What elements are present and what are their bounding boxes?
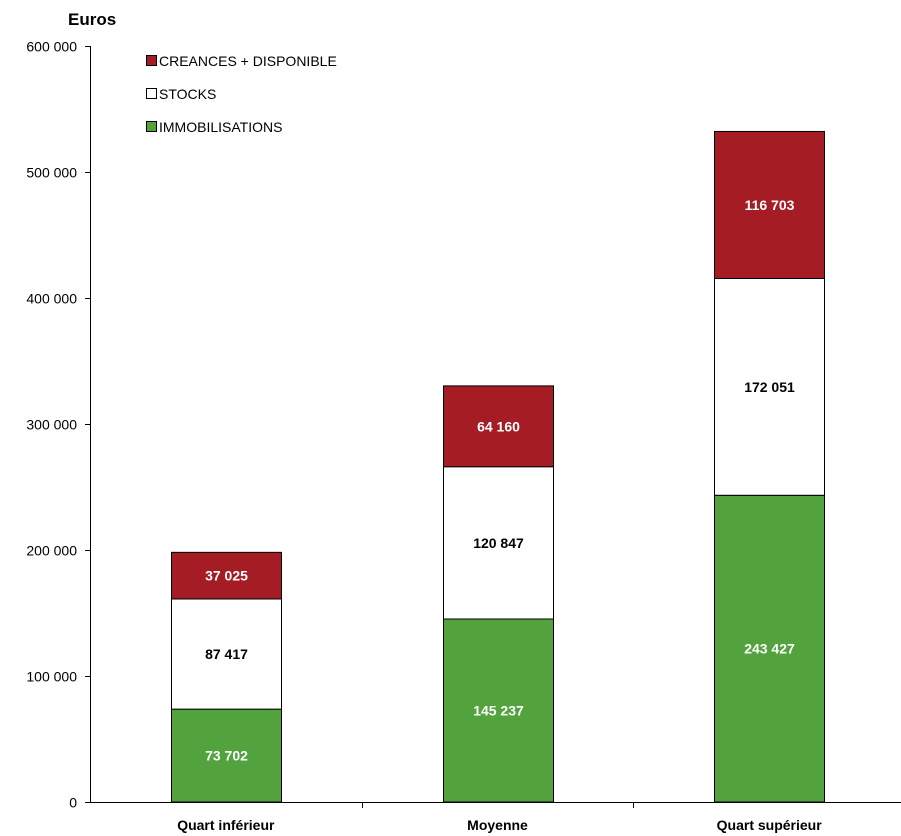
legend-label: STOCKS [159, 86, 216, 102]
bar-segment [714, 277, 825, 496]
data-label: 116 703 [745, 197, 795, 213]
x-tick-label: Moyenne [467, 817, 528, 833]
data-label: 172 051 [744, 379, 795, 395]
data-label: 120 847 [473, 535, 524, 551]
bar-segment [714, 130, 825, 279]
data-label: 73 702 [205, 748, 248, 764]
x-tick-label: Quart supérieur [717, 817, 823, 833]
bar-segment [171, 551, 282, 600]
bar-segment [443, 618, 554, 803]
bar-segment [443, 466, 554, 620]
data-label: 87 417 [205, 646, 248, 662]
legend-swatch [146, 55, 157, 66]
bar-segment [171, 598, 282, 710]
y-tick-label: 300 000 [26, 417, 77, 433]
y-tick-label: 0 [69, 795, 77, 811]
data-label: 64 160 [477, 418, 520, 434]
data-label: 145 237 [473, 703, 524, 719]
bar-segment [443, 385, 554, 468]
bar-segment [171, 708, 282, 803]
legend-label: IMMOBILISATIONS [159, 119, 282, 135]
bars: 73 702 87 417 37 025 145 237 120 847 64 160 24… [171, 130, 825, 803]
data-label: 243 427 [744, 641, 795, 657]
axes: Quart inférieur Moyenne Quart supérieur 0 10… [26, 39, 901, 833]
legend-swatch [146, 88, 157, 99]
x-tick-label: Quart inférieur [177, 817, 275, 833]
y-tick-label: 400 000 [26, 291, 77, 307]
y-tick-label: 500 000 [26, 165, 77, 181]
bar-segment [714, 494, 825, 803]
legend-label: CREANCES + DISPONIBLE [159, 53, 337, 69]
legend-swatch [146, 121, 157, 132]
y-tick-label: 200 000 [26, 543, 77, 559]
y-tick-label: 600 000 [26, 39, 77, 55]
data-label: 37 025 [205, 568, 248, 584]
legend: CREANCES + DISPONIBLE STOCKS IMMOBILISATIO… [146, 53, 337, 135]
y-tick-label: 100 000 [26, 669, 77, 685]
y-axis-unit-label: Euros [68, 10, 116, 29]
